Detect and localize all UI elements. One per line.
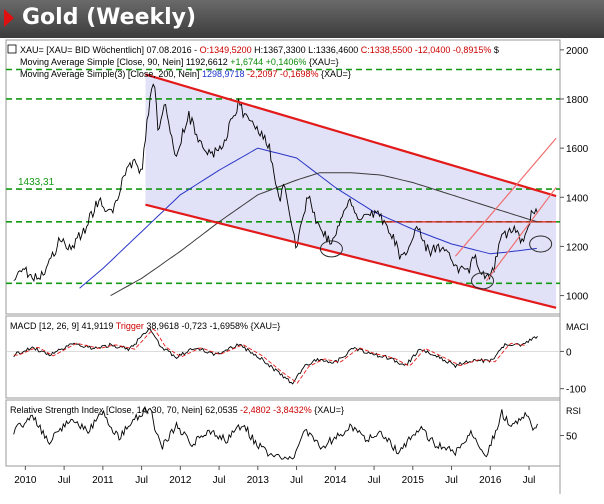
rsi-tick-label-0: 50: [566, 432, 578, 443]
x-tick-label-12: 2016: [479, 475, 502, 486]
price-tick-label-4: 1800: [566, 95, 589, 106]
falling-channel-fill: [145, 74, 557, 308]
ma200-legend-part-1: 1298,9718: [202, 69, 245, 79]
price-tick-label-1: 1200: [566, 242, 589, 253]
rsi-legend-part-2: {XAU=}: [312, 405, 344, 415]
title-bar: Gold (Weekly): [0, 0, 604, 38]
ma90-legend-part-2: {XAU=}: [306, 57, 338, 67]
ma200-legend-part-0: Moving Average Simple(3) [Close, 200, Ne…: [20, 69, 202, 79]
macd-legend: MACD [12, 26, 9] 41,9119 Trigger 38,9618…: [10, 321, 280, 331]
channel-upper-line: [145, 73, 557, 198]
price-tick-label-2: 1400: [566, 193, 589, 204]
x-tick-label-6: 2013: [247, 475, 270, 486]
x-tick-label-5: Jul: [213, 475, 226, 486]
x-tick-label-8: 2014: [324, 475, 347, 486]
ma200-legend: Moving Average Simple(3) [Close, 200, Ne…: [20, 69, 351, 79]
red-arrow-icon: [4, 9, 14, 27]
ma200-legend-part-2: -2,2097 -0,1698%: [244, 69, 318, 79]
price-tick-label-3: 1600: [566, 144, 589, 155]
low-marker-1: [471, 272, 495, 290]
x-tick-label-2: 2011: [92, 475, 114, 486]
low-marker-2: [529, 235, 553, 253]
rsi-legend-part-0: Relative Strength Index [Close, 14, 30, …: [10, 405, 240, 415]
x-tick-label-10: 2015: [402, 475, 425, 486]
price-tick-label-5: 2000: [566, 46, 589, 57]
price-tick-label-0: 1000: [566, 292, 589, 303]
rsi-line: [13, 407, 538, 460]
macd-axis-title: MACI: [566, 322, 589, 332]
price-legend-part-0: XAU= [XAU= BID Wöchentlich] 07.08.2016 -: [20, 45, 200, 55]
x-tick-label-4: 2012: [169, 475, 192, 486]
page-title: Gold (Weekly): [22, 5, 197, 30]
channel-lower-line: [145, 203, 557, 309]
macd-panel-frame: [5, 315, 561, 399]
series-icon: [7, 44, 17, 54]
macd-line: [13, 328, 538, 385]
price-panel-plot: [6, 68, 560, 309]
rsi-legend-part-1: -2,4802 -3,8432%: [240, 405, 312, 415]
ma90-legend: Moving Average Simple [Close, 90, Nein] …: [20, 57, 339, 67]
x-tick-label-0: 2010: [14, 475, 37, 486]
x-tick-label-1: Jul: [58, 475, 71, 486]
macd-legend-part-0: MACD [12, 26, 9] 41,9119: [10, 321, 116, 331]
low-marker-0: [319, 240, 343, 258]
ma90-legend-part-0: Moving Average Simple [Close, 90, Nein] …: [20, 57, 230, 67]
rsi-panel-frame: [5, 399, 561, 467]
rsi-axis-title: RSI: [566, 406, 581, 416]
price-legend: XAU= [XAU= BID Wöchentlich] 07.08.2016 -…: [20, 45, 499, 55]
macd-tick-label-1: 0: [566, 347, 572, 358]
x-tick-label-3: Jul: [135, 475, 148, 486]
macd-legend-part-1: Trigger: [116, 321, 144, 331]
ma40-line: [110, 172, 537, 297]
upchannel-upper-line: [454, 137, 557, 257]
level-label: 1433,31: [18, 177, 55, 188]
price-legend-part-4: $: [491, 45, 499, 55]
price-line: [13, 83, 538, 282]
price-legend-part-2: H:1367,3300 L:1336,4600: [252, 45, 361, 55]
ma200-legend-part-3: {XAU=}: [319, 69, 351, 79]
x-tick-label-11: Jul: [445, 475, 458, 486]
ma200-line: [79, 147, 537, 289]
x-tick-label-7: Jul: [290, 475, 303, 486]
x-tick-label-9: Jul: [368, 475, 381, 486]
macd-tick-label-0: -100: [566, 385, 586, 396]
rsi-legend: Relative Strength Index [Close, 14, 30, …: [10, 405, 344, 415]
macd-trigger-line: [13, 328, 526, 384]
x-tick-label-13: Jul: [523, 475, 536, 486]
upchannel-lower-line: [485, 187, 557, 282]
price-legend-part-3: C:1338,5500 -12,0400 -0,8915%: [361, 45, 492, 55]
macd-legend-part-2: 38,9618 -0,723 -1,6958% {XAU=}: [144, 321, 280, 331]
price-legend-part-1: O:1349,5200: [200, 45, 252, 55]
ma90-legend-part-1: +1,6744 +0,1406%: [230, 57, 306, 67]
